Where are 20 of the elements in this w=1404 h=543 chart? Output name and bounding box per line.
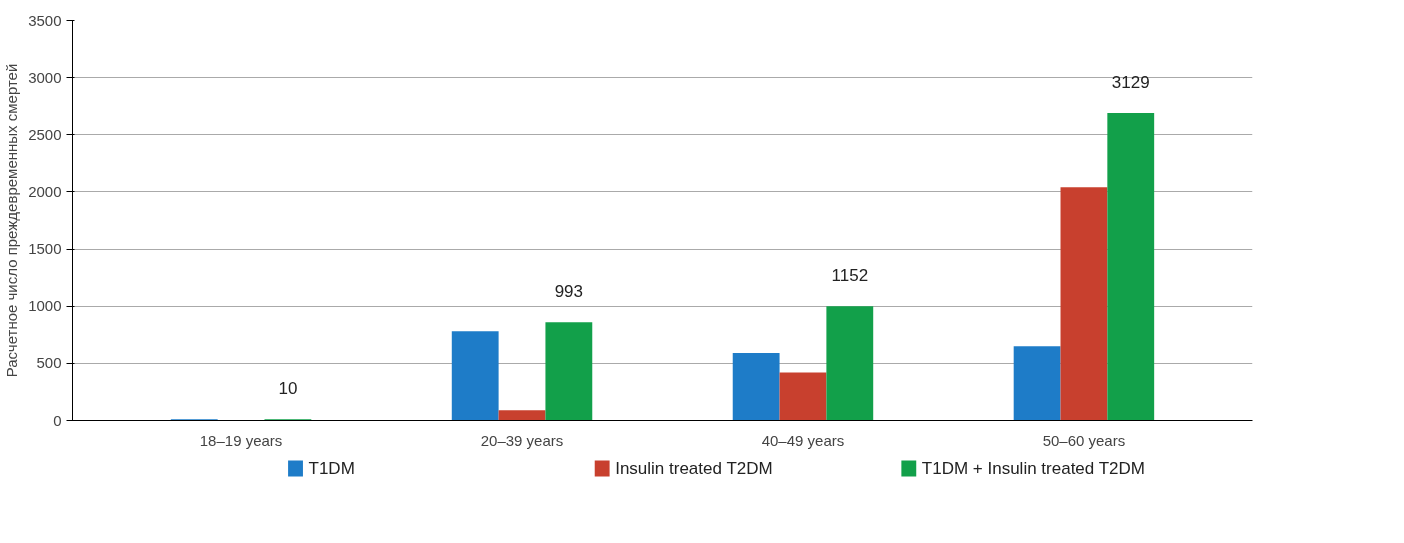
y-tick-label: 2500 [28, 125, 62, 143]
y-tick-label: 3500 [28, 11, 62, 29]
annotation: 993 [554, 282, 584, 302]
y-tick-label: 2000 [28, 182, 62, 200]
annotation: 1152 [831, 266, 869, 286]
legend-label: T1DM + Insulin treated T2DM [921, 459, 1145, 478]
y-tick-label: 0 [53, 411, 62, 429]
y-tick-label: 500 [36, 354, 62, 372]
y-axis-title: Расчетное число преждевременных смертей [3, 63, 21, 378]
x-tick-label: 18–19 years [199, 431, 283, 449]
y-tick-label: 1000 [28, 297, 62, 315]
annotation: 3129 [1111, 73, 1150, 93]
x-tick-label: 50–60 years [1042, 431, 1126, 449]
x-tick-label: 20–39 years [480, 431, 564, 449]
x-tick-label: 40–49 years [761, 431, 845, 449]
y-tick-label: 1500 [28, 240, 62, 258]
legend-label: Insulin treated T2DM [615, 459, 773, 478]
annotation: 10 [278, 379, 298, 399]
y-tick-label: 3000 [28, 68, 62, 86]
legend-label: T1DM [308, 459, 355, 478]
